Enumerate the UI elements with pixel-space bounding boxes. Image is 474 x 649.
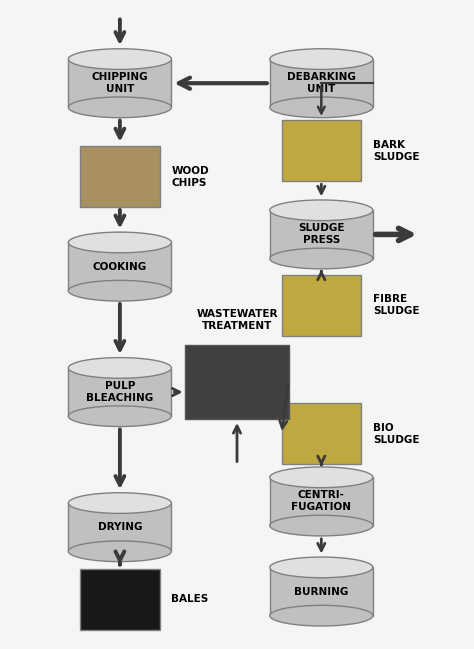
Ellipse shape (270, 606, 373, 626)
Ellipse shape (270, 467, 373, 487)
Bar (282, 120, 361, 181)
Text: PULP
BLEACHING: PULP BLEACHING (86, 381, 154, 403)
Bar (270, 210, 373, 258)
Bar (80, 146, 160, 207)
Bar (68, 368, 172, 416)
Ellipse shape (270, 49, 373, 69)
Text: DEBARKING
UNIT: DEBARKING UNIT (287, 72, 356, 94)
Ellipse shape (68, 493, 172, 513)
Ellipse shape (270, 557, 373, 578)
Ellipse shape (68, 232, 172, 253)
Ellipse shape (270, 248, 373, 269)
Ellipse shape (270, 97, 373, 117)
Text: CHIPPING
UNIT: CHIPPING UNIT (91, 72, 148, 94)
Bar (270, 567, 373, 616)
Ellipse shape (68, 49, 172, 69)
Ellipse shape (68, 358, 172, 378)
Text: FIBRE
SLUDGE: FIBRE SLUDGE (373, 294, 419, 316)
Text: DRYING: DRYING (98, 522, 142, 532)
Text: CENTRI-
FUGATION: CENTRI- FUGATION (292, 491, 351, 513)
Text: SLUDGE
PRESS: SLUDGE PRESS (298, 223, 345, 245)
Bar (282, 275, 361, 336)
Bar (270, 477, 373, 526)
Text: WASTEWATER
TREATMENT: WASTEWATER TREATMENT (196, 310, 278, 331)
Text: BARK
SLUDGE: BARK SLUDGE (373, 140, 419, 162)
Text: BURNING: BURNING (294, 587, 348, 596)
Bar (68, 59, 172, 107)
Bar (68, 503, 172, 551)
Bar (270, 59, 373, 107)
Text: BIO
SLUDGE: BIO SLUDGE (373, 423, 419, 445)
Ellipse shape (68, 541, 172, 561)
Ellipse shape (68, 280, 172, 301)
Ellipse shape (270, 515, 373, 536)
Text: COOKING: COOKING (93, 262, 147, 271)
Ellipse shape (270, 200, 373, 221)
Ellipse shape (68, 406, 172, 426)
Bar (80, 569, 160, 630)
Bar (185, 345, 289, 419)
Text: WOOD
CHIPS: WOOD CHIPS (172, 165, 209, 188)
Bar (68, 243, 172, 291)
Ellipse shape (68, 97, 172, 117)
Text: BALES: BALES (172, 594, 209, 604)
Bar (282, 403, 361, 465)
